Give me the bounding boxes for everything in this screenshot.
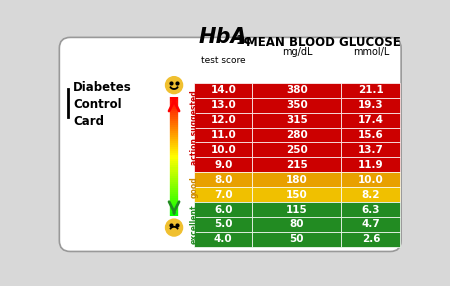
Bar bbox=[194, 98, 252, 113]
Text: MEAN BLOOD GLUCOSE: MEAN BLOOD GLUCOSE bbox=[246, 36, 401, 49]
Text: excellent: excellent bbox=[189, 205, 198, 244]
Text: 380: 380 bbox=[286, 85, 308, 95]
Bar bbox=[342, 83, 400, 98]
Bar bbox=[252, 187, 342, 202]
Text: 6.0: 6.0 bbox=[214, 204, 233, 214]
Bar bbox=[194, 172, 252, 187]
Text: 6.3: 6.3 bbox=[362, 204, 380, 214]
Bar bbox=[194, 113, 252, 128]
Text: 315: 315 bbox=[286, 115, 308, 125]
Text: mmol/L: mmol/L bbox=[353, 47, 389, 57]
Text: 8.0: 8.0 bbox=[214, 175, 233, 185]
Bar bbox=[194, 202, 252, 217]
Circle shape bbox=[166, 219, 183, 236]
Bar bbox=[252, 202, 342, 217]
FancyBboxPatch shape bbox=[59, 37, 401, 251]
Text: 13.7: 13.7 bbox=[358, 145, 384, 155]
Bar bbox=[252, 232, 342, 247]
Bar bbox=[342, 113, 400, 128]
Bar bbox=[342, 172, 400, 187]
Text: 5.0: 5.0 bbox=[214, 219, 233, 229]
Bar bbox=[252, 217, 342, 232]
Bar bbox=[342, 232, 400, 247]
Bar bbox=[194, 157, 252, 172]
Text: 13.0: 13.0 bbox=[211, 100, 236, 110]
Text: 7.0: 7.0 bbox=[214, 190, 233, 200]
Text: 50: 50 bbox=[290, 235, 304, 244]
Text: good: good bbox=[189, 176, 198, 198]
Text: 80: 80 bbox=[290, 219, 304, 229]
Text: 180: 180 bbox=[286, 175, 308, 185]
Bar bbox=[342, 217, 400, 232]
Bar bbox=[194, 83, 252, 98]
Text: 9.0: 9.0 bbox=[214, 160, 233, 170]
Text: HbA: HbA bbox=[198, 27, 247, 47]
Bar bbox=[252, 157, 342, 172]
Text: 250: 250 bbox=[286, 145, 308, 155]
Text: Diabetes
Control
Card: Diabetes Control Card bbox=[73, 81, 132, 128]
Text: 14.0: 14.0 bbox=[210, 85, 236, 95]
Text: 1c: 1c bbox=[235, 34, 252, 47]
Text: 2.6: 2.6 bbox=[362, 235, 380, 244]
Text: test score: test score bbox=[201, 56, 245, 65]
Text: 10.0: 10.0 bbox=[211, 145, 236, 155]
Bar bbox=[252, 172, 342, 187]
Text: 4.7: 4.7 bbox=[361, 219, 380, 229]
Text: 8.2: 8.2 bbox=[362, 190, 380, 200]
Text: 115: 115 bbox=[286, 204, 308, 214]
Bar bbox=[342, 202, 400, 217]
Circle shape bbox=[166, 77, 183, 94]
Bar bbox=[252, 83, 342, 98]
Text: mg/dL: mg/dL bbox=[282, 47, 312, 57]
Text: action suggested: action suggested bbox=[189, 90, 198, 165]
Bar bbox=[342, 157, 400, 172]
Bar bbox=[342, 128, 400, 142]
Text: 150: 150 bbox=[286, 190, 308, 200]
Text: 350: 350 bbox=[286, 100, 308, 110]
Bar bbox=[342, 187, 400, 202]
Text: 21.1: 21.1 bbox=[358, 85, 384, 95]
Bar bbox=[194, 217, 252, 232]
Text: 215: 215 bbox=[286, 160, 308, 170]
Bar bbox=[194, 128, 252, 142]
Text: 4.0: 4.0 bbox=[214, 235, 233, 244]
Text: 11.0: 11.0 bbox=[211, 130, 236, 140]
Bar bbox=[194, 142, 252, 157]
Bar bbox=[252, 128, 342, 142]
Bar bbox=[342, 142, 400, 157]
Bar bbox=[252, 113, 342, 128]
Bar bbox=[252, 98, 342, 113]
Bar bbox=[194, 232, 252, 247]
Text: 11.9: 11.9 bbox=[358, 160, 384, 170]
Text: 15.6: 15.6 bbox=[358, 130, 384, 140]
Text: 280: 280 bbox=[286, 130, 308, 140]
Bar bbox=[342, 98, 400, 113]
Bar bbox=[194, 187, 252, 202]
Text: 19.3: 19.3 bbox=[358, 100, 384, 110]
Bar bbox=[252, 142, 342, 157]
Text: 17.4: 17.4 bbox=[358, 115, 384, 125]
Text: 12.0: 12.0 bbox=[211, 115, 236, 125]
Text: 10.0: 10.0 bbox=[358, 175, 384, 185]
